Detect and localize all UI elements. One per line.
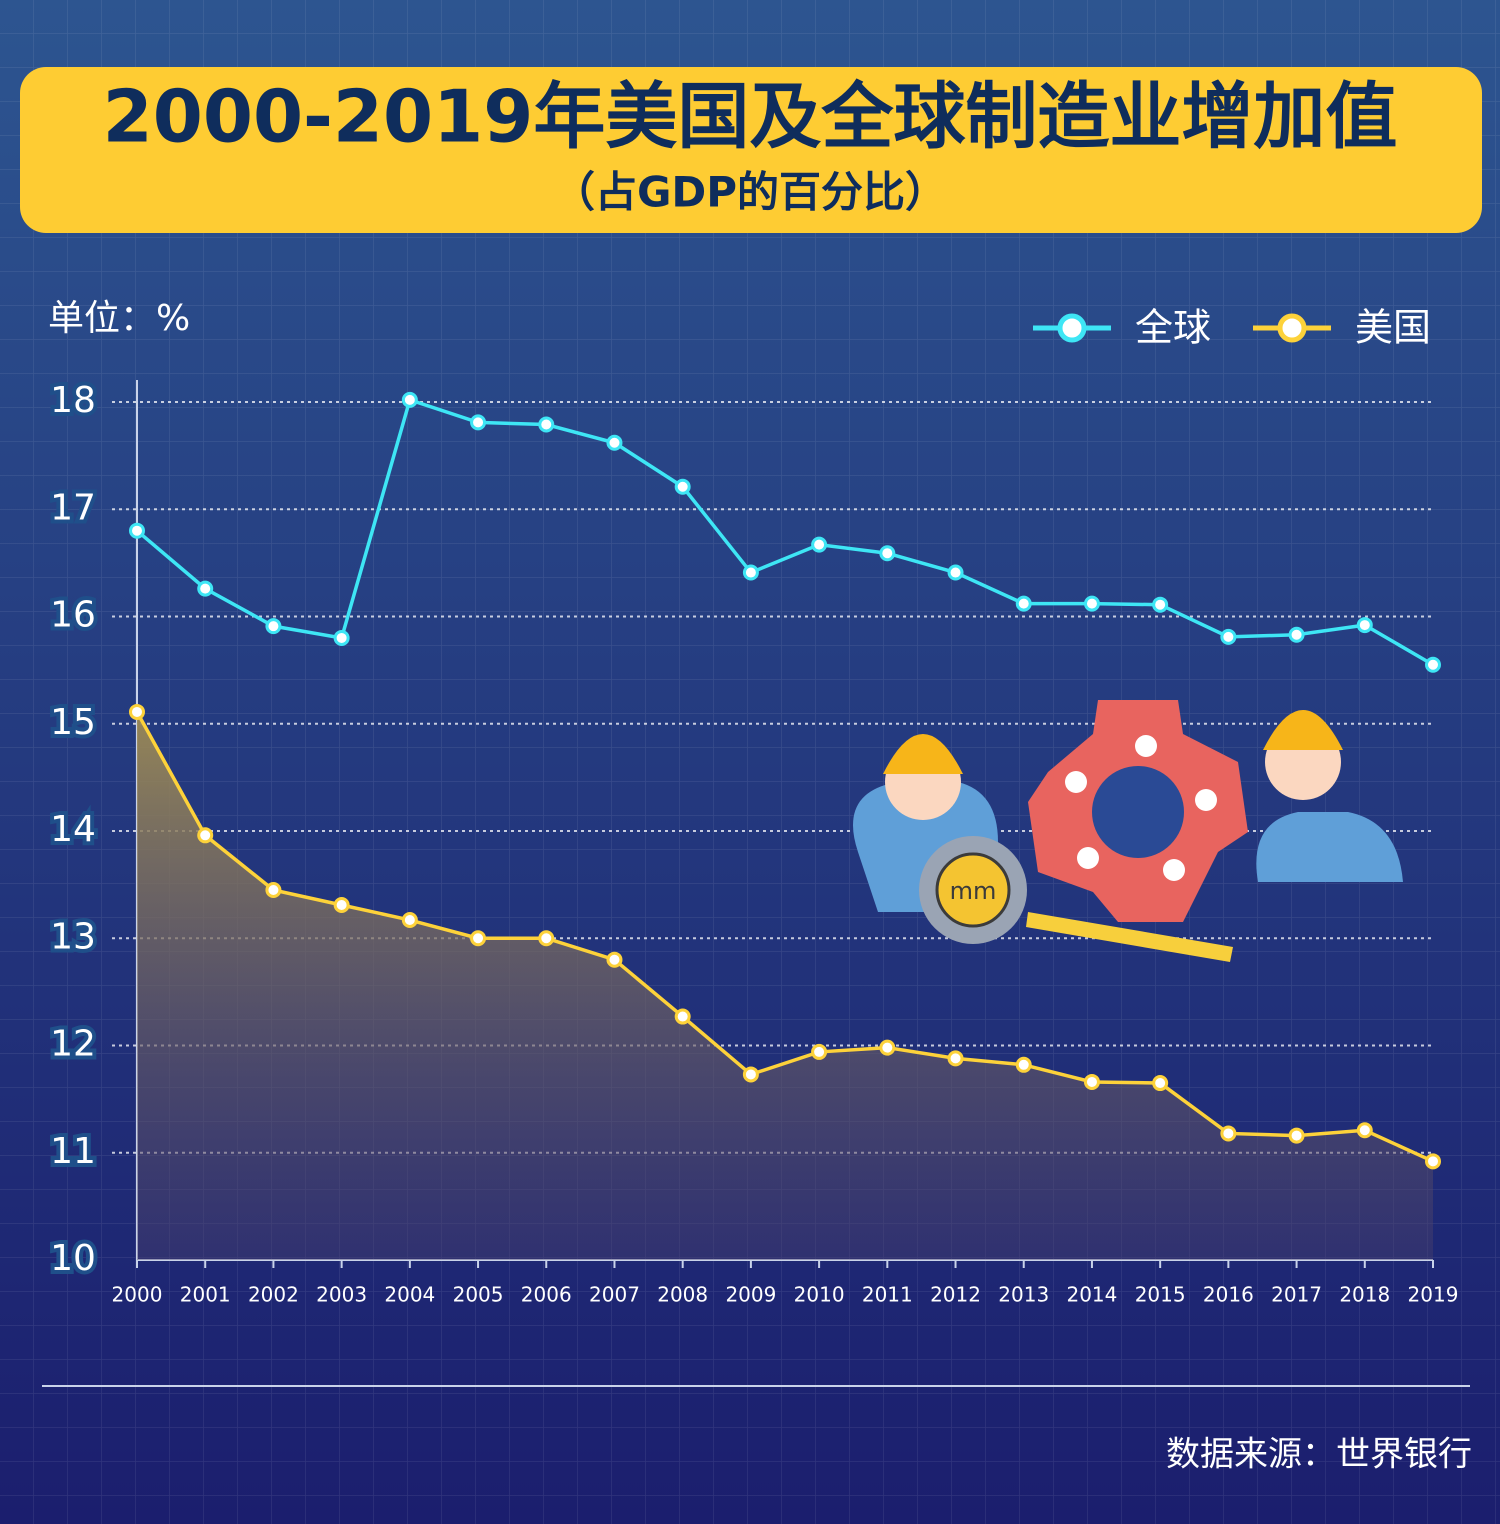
data-point [1425,656,1441,673]
x-tick-label: 2016 [1203,1283,1254,1307]
x-tick-label: 2013 [998,1283,1049,1307]
data-point [538,930,555,947]
unit-label: 单位：% [48,298,190,339]
y-tick-label: 18 [50,380,96,421]
data-point [1015,1056,1032,1073]
series-line [135,711,1434,1163]
title-box [20,67,1482,233]
x-tick-label: 2017 [1271,1283,1322,1307]
data-point [742,564,759,581]
x-tick-label: 2002 [248,1283,299,1307]
x-tick-label: 2012 [930,1283,981,1307]
data-point [674,1008,691,1025]
x-tick-label: 2004 [384,1283,435,1307]
plot: 10 11 12 13 14 15 16 17 18 2000 2001 2002 2003 2004 20… [46,376,1459,1307]
data-point [401,391,418,408]
source: 数据来源：世界银行 [1166,1435,1472,1475]
y-tick-label: 17 [50,487,96,528]
x-tick-label: 2005 [453,1283,504,1307]
y-tick-label: 14 [50,809,96,850]
x-tick-label: 2000 [112,1283,163,1307]
x-tick-label: 2019 [1408,1283,1459,1307]
data-point [265,881,282,898]
data-point [606,951,623,968]
data-point [470,930,487,947]
data-point [674,478,691,495]
data-point [1152,596,1169,613]
x-tick-label: 2018 [1339,1283,1390,1307]
data-point [1015,595,1032,612]
data-point [1425,1153,1441,1170]
x-tick-label: 2014 [1066,1283,1117,1307]
y-tick-label: 10 [50,1238,96,1279]
data-point [1083,1073,1100,1090]
data-point [333,897,350,914]
data-point [879,545,896,562]
series-line [135,397,1434,667]
data-point [1220,1125,1237,1142]
data-point [742,1066,759,1083]
data-point [606,434,623,451]
x-tick-label: 2007 [589,1283,640,1307]
svg-text:mm: mm [950,877,997,905]
legend-marker [1277,313,1307,343]
data-point [129,703,145,720]
x-tick-label: 2015 [1135,1283,1186,1307]
data-point [1083,595,1100,612]
chart-subtitle: （占GDP的百分比） [553,168,947,217]
x-tick-label: 2001 [180,1283,231,1307]
data-point [265,618,282,635]
data-point [947,1050,964,1067]
legend-label: 全球 [1135,306,1211,350]
data-point [197,827,214,844]
x-tick-label: 2008 [657,1283,708,1307]
data-point [1220,628,1237,645]
x-tick-label: 2011 [862,1283,913,1307]
x-tick-label: 2003 [316,1283,367,1307]
data-point [197,580,214,597]
data-point [1288,1127,1305,1144]
y-tick-label: 15 [50,702,96,743]
data-point [1356,1122,1373,1139]
data-point [470,414,487,431]
data-point [811,536,828,553]
y-tick-label: 13 [50,916,96,957]
data-point [401,912,418,929]
y-tick-label: 16 [50,595,96,636]
x-tick-label: 2009 [725,1283,776,1307]
area-fill [137,711,1433,1260]
y-tick-label: 12 [50,1024,96,1065]
x-tick-label: 2010 [794,1283,845,1307]
chart-title: 2000-2019年美国及全球制造业增加值 [103,75,1398,159]
data-point [333,629,350,646]
data-point [947,564,964,581]
illustration: mm [853,700,1403,962]
data-point [1152,1075,1169,1092]
data-point [129,522,145,539]
legend-marker [1057,313,1087,343]
data-point [811,1043,828,1060]
data-point [1356,617,1373,634]
data-point [1288,626,1305,643]
data-point [879,1039,896,1056]
y-tick-label: 11 [50,1131,96,1172]
data-point [538,416,555,433]
x-tick-label: 2006 [521,1283,572,1307]
legend-label: 美国 [1355,306,1431,350]
